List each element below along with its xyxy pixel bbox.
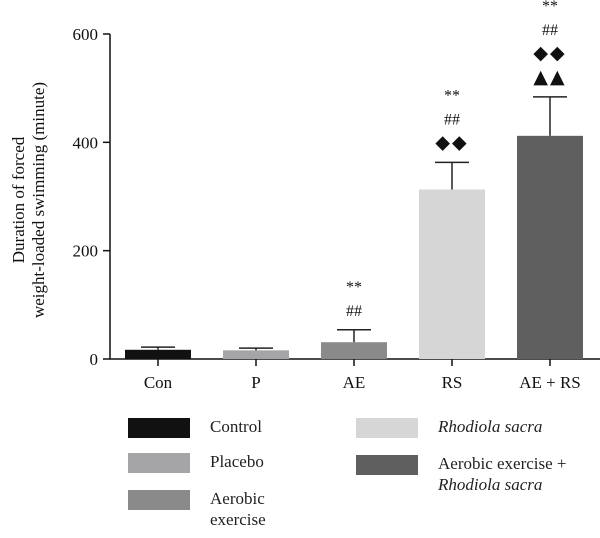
bars xyxy=(125,135,583,359)
legend-label: Aerobic exercise + Rhodiola sacra xyxy=(438,453,567,495)
bar xyxy=(125,349,191,359)
y-tick-label: 0 xyxy=(90,350,99,369)
significance-marker: ## xyxy=(444,111,460,128)
x-tick-label: Con xyxy=(144,373,173,392)
y-axis-label-line2: weight-loaded swimming (minute) xyxy=(29,82,48,318)
legend-item-control: Control xyxy=(128,417,262,438)
x-ticks: Con P AE RS AE + RS xyxy=(144,359,581,392)
legend-item-placebo: Placebo xyxy=(128,452,264,473)
y-tick-label: 600 xyxy=(73,25,99,44)
x-tick-label: RS xyxy=(442,373,463,392)
y-tick-label: 200 xyxy=(73,242,99,261)
x-tick-label: P xyxy=(251,373,260,392)
bar xyxy=(321,342,387,359)
bar xyxy=(223,350,289,359)
bar-chart: Duration of forced weight-loaded swimmin… xyxy=(9,0,600,392)
legend-item-aerobic-exercise-rhodiola: Aerobic exercise + Rhodiola sacra xyxy=(356,453,567,495)
y-ticks: 0 200 400 600 xyxy=(73,25,110,369)
legend-label-line2: Rhodiola sacra xyxy=(438,475,543,494)
y-axis-label-line1: Duration of forced xyxy=(9,136,28,263)
legend-item-aerobic-exercise: Aerobic exercise xyxy=(128,488,266,530)
legend-swatch xyxy=(356,455,418,475)
significance-marker: ◆◆ xyxy=(533,42,566,64)
legend-label-line1: Aerobic exercise + xyxy=(438,454,567,473)
significance-marker: ## xyxy=(542,22,558,39)
legend-swatch xyxy=(356,418,418,438)
bar xyxy=(419,189,485,359)
legend-item-rhodiola-sacra: Rhodiola sacra xyxy=(356,417,542,438)
legend-swatch xyxy=(128,490,190,510)
significance-marker: ▲▲ xyxy=(533,66,566,88)
legend-swatch xyxy=(128,418,190,438)
y-tick-label: 400 xyxy=(73,133,99,152)
legend-label: Placebo xyxy=(210,452,264,471)
error-bars xyxy=(141,96,567,351)
legend-label-line1: Aerobic xyxy=(210,489,265,508)
legend-label-line2: exercise xyxy=(210,510,266,529)
significance-marker: ** xyxy=(346,279,362,296)
x-tick-label: AE xyxy=(343,373,366,392)
significance-marker: ◆◆ xyxy=(435,131,468,153)
significance-annotations: ##**◆◆##**▲▲◆◆##** xyxy=(346,0,566,320)
legend-label: Aerobic exercise xyxy=(210,488,266,530)
bar xyxy=(517,135,583,359)
significance-marker: ## xyxy=(346,303,362,320)
legend-swatch xyxy=(128,453,190,473)
significance-marker: ** xyxy=(542,0,558,15)
x-tick-label: AE + RS xyxy=(519,373,581,392)
significance-marker: ** xyxy=(444,87,460,104)
y-axis-label: Duration of forced weight-loaded swimmin… xyxy=(9,82,48,318)
